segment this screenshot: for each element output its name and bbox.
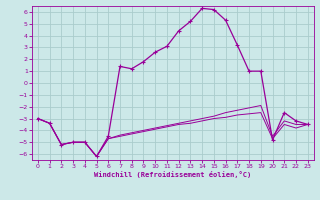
X-axis label: Windchill (Refroidissement éolien,°C): Windchill (Refroidissement éolien,°C) xyxy=(94,171,252,178)
